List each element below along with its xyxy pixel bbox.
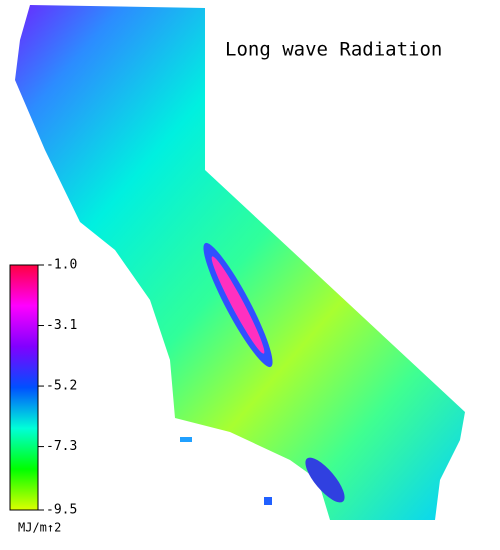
colorbar-tick-label: -3.1 <box>46 318 77 333</box>
colorbar-unit: MJ/m↑2 <box>18 521 61 535</box>
colorbar-tick-label: -5.2 <box>46 379 77 394</box>
colorbar-tick-label: -1.0 <box>46 258 77 273</box>
map-title: Long wave Radiation <box>225 39 442 61</box>
island <box>264 497 272 505</box>
colorbar-tick-label: -7.3 <box>46 439 77 454</box>
colorbar <box>9 264 39 511</box>
south-mountains <box>305 457 345 503</box>
sierra-peaks <box>211 256 265 354</box>
colorbar-tick-label: -9.5 <box>46 503 77 518</box>
california <box>15 5 465 520</box>
island <box>180 437 192 442</box>
